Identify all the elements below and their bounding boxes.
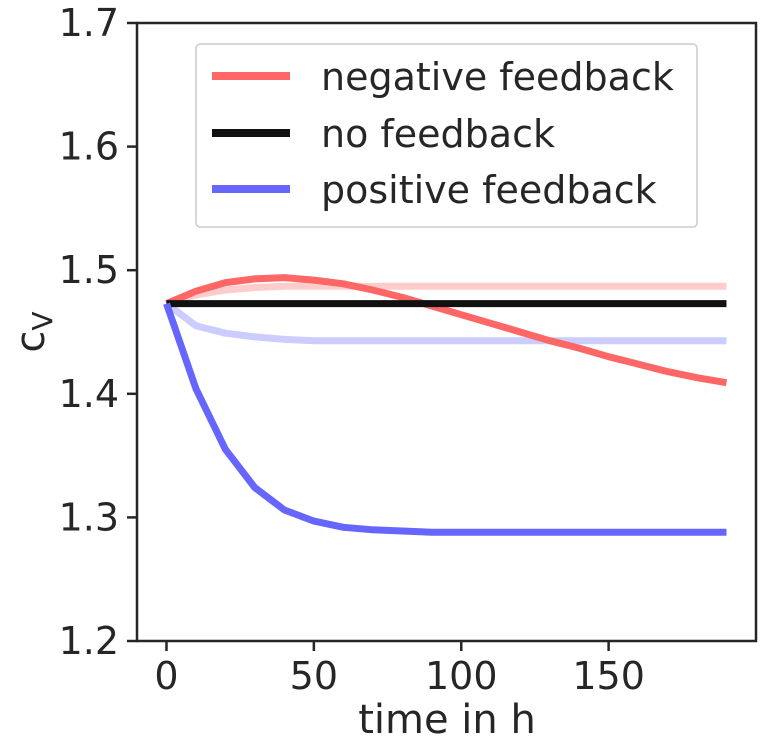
series-line-faint-3 [165,282,727,307]
x-tick-label-3: 150 [572,654,645,698]
legend-label-no-feedback: no feedback [321,112,555,156]
y-axis-label: cV [8,311,59,352]
y-tick-label-3: 1.5 [59,248,119,292]
legend-label-positive-feedback: positive feedback [321,168,657,212]
y-tick-label-5: 1.7 [59,1,119,45]
legend: negative feedback no feedback positive f… [195,43,698,228]
plot-frame [135,21,758,643]
series-line-positive-feedback [163,302,727,536]
x-tick-label-1: 50 [290,654,338,698]
y-tick-label-1: 1.3 [59,495,119,539]
series-layer [163,274,728,536]
legend-label-negative-feedback: negative feedback [321,55,674,99]
series-line-faint-4 [164,300,727,345]
y-tick-label-0: 1.2 [59,619,119,663]
y-tick-label-4: 1.6 [59,125,119,169]
series-line-negative-feedback [165,274,728,387]
x-axis-label: time in h [358,697,536,743]
x-tick-label-2: 100 [425,654,498,698]
x-tick-label-0: 0 [154,654,178,698]
legend-box [195,43,698,228]
y-tick-label-2: 1.4 [59,372,119,416]
ticks-layer: 0 50 100 150 1.2 1.3 1.4 1.5 1.6 1.7 [59,1,645,698]
